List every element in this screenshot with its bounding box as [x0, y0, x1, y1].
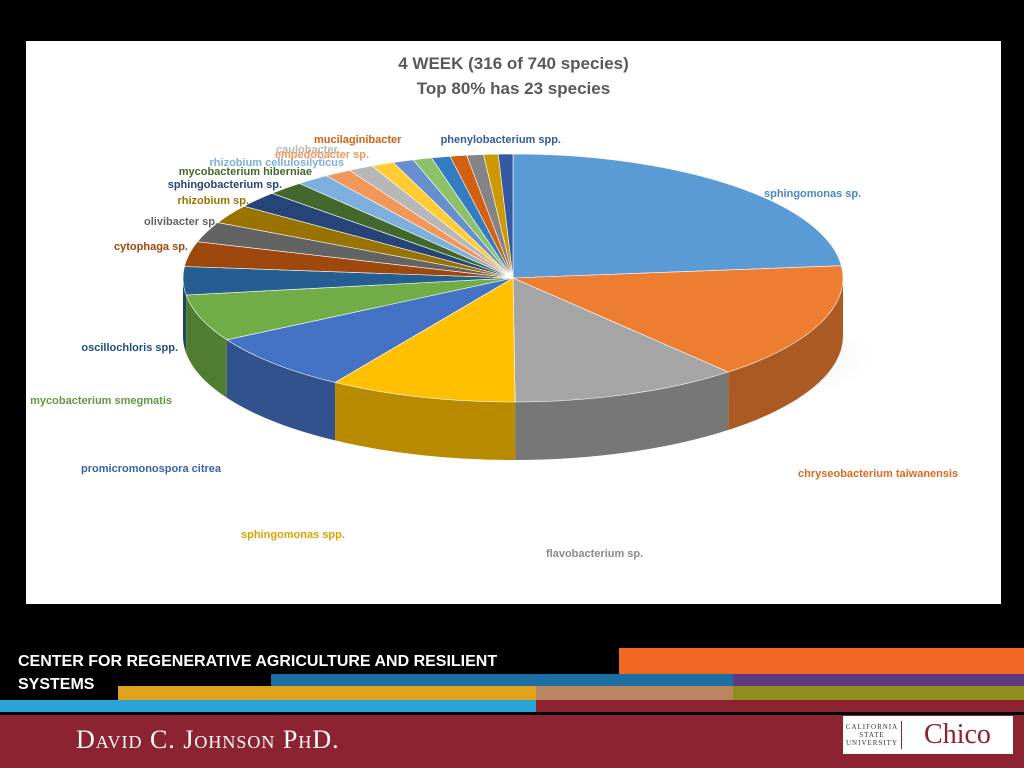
pie-side-6	[183, 278, 187, 354]
pie-slice-1	[512, 265, 844, 373]
pie-label-4: promicromonospora citrea	[81, 463, 222, 475]
chart-panel: 4 WEEK (316 of 740 species) Top 80% has …	[26, 41, 1001, 604]
olive-band	[733, 686, 1024, 700]
pie-side-2	[515, 372, 729, 460]
pie-label-10: sphingobacterium sp.	[168, 179, 282, 191]
logo-separator	[901, 721, 902, 749]
chart-title: 4 WEEK (316 of 740 species)	[398, 54, 629, 73]
pie-label-2: flavobacterium sp.	[546, 548, 643, 560]
pie-chart: sphingomonas sp. chryseobacterium taiwane…	[30, 134, 958, 560]
orange-band	[619, 648, 1024, 674]
logo-line3: UNIVERSITY	[846, 739, 898, 747]
chart-subtitle: Top 80% has 23 species	[416, 79, 611, 98]
pie-slice-3	[334, 277, 516, 403]
pie-label-0: sphingomonas sp.	[764, 188, 861, 200]
cyan-band	[0, 700, 536, 712]
pie-label-7: cytophaga sp.	[114, 241, 188, 253]
pie-label-8: olivibacter sp.	[144, 216, 218, 228]
pie-side-3	[335, 382, 516, 460]
author-name: David C. Johnson PhD.	[76, 725, 340, 754]
pie-label-5: mycobacterium smegmatis	[30, 395, 172, 407]
pie-label-15: mucilaginibacter	[314, 134, 402, 146]
pie-label-3: sphingomonas spp.	[241, 529, 345, 541]
pie-label-14: empedobacter sp.	[275, 149, 369, 161]
logo-line1: CALIFORNIA	[845, 723, 899, 731]
blue-band	[271, 674, 733, 686]
pie-slice-2	[512, 277, 730, 403]
logo-small-text: CALIFORNIA STATE UNIVERSITY	[843, 723, 901, 747]
pie-slice-22	[497, 153, 514, 279]
organization-name: CENTER FOR REGENERATIVE AGRICULTURE AND …	[18, 653, 498, 693]
pie-label-9: rhizobium sp.	[178, 195, 250, 207]
pie-slice-0	[512, 153, 842, 279]
pie-label-11: mycobacterium hiberniae	[179, 166, 312, 178]
university-logo: CALIFORNIA STATE UNIVERSITY Chico	[843, 716, 1013, 754]
purple-band	[733, 674, 1024, 686]
pie-side-1	[728, 278, 843, 431]
pie-slice-5	[185, 277, 514, 341]
pie-side-5	[186, 295, 227, 398]
pie-label-13: caulobacter	[276, 144, 338, 156]
gold-band	[118, 686, 536, 700]
pie-label-6: oscillochloris spp.	[81, 342, 178, 354]
tan-band	[536, 686, 733, 700]
pie-label-1: chryseobacterium taiwanensis	[798, 468, 958, 480]
pie-side-4	[226, 339, 336, 441]
logo-line2: STATE	[859, 731, 885, 739]
pie-slice-4	[226, 277, 514, 383]
pie-label-12: rhizobium cellulosilyticus	[210, 157, 344, 169]
maroon-band	[536, 700, 1024, 712]
pie-label-16: phenylobacterium spp.	[441, 134, 561, 146]
logo-name: Chico	[924, 719, 991, 750]
